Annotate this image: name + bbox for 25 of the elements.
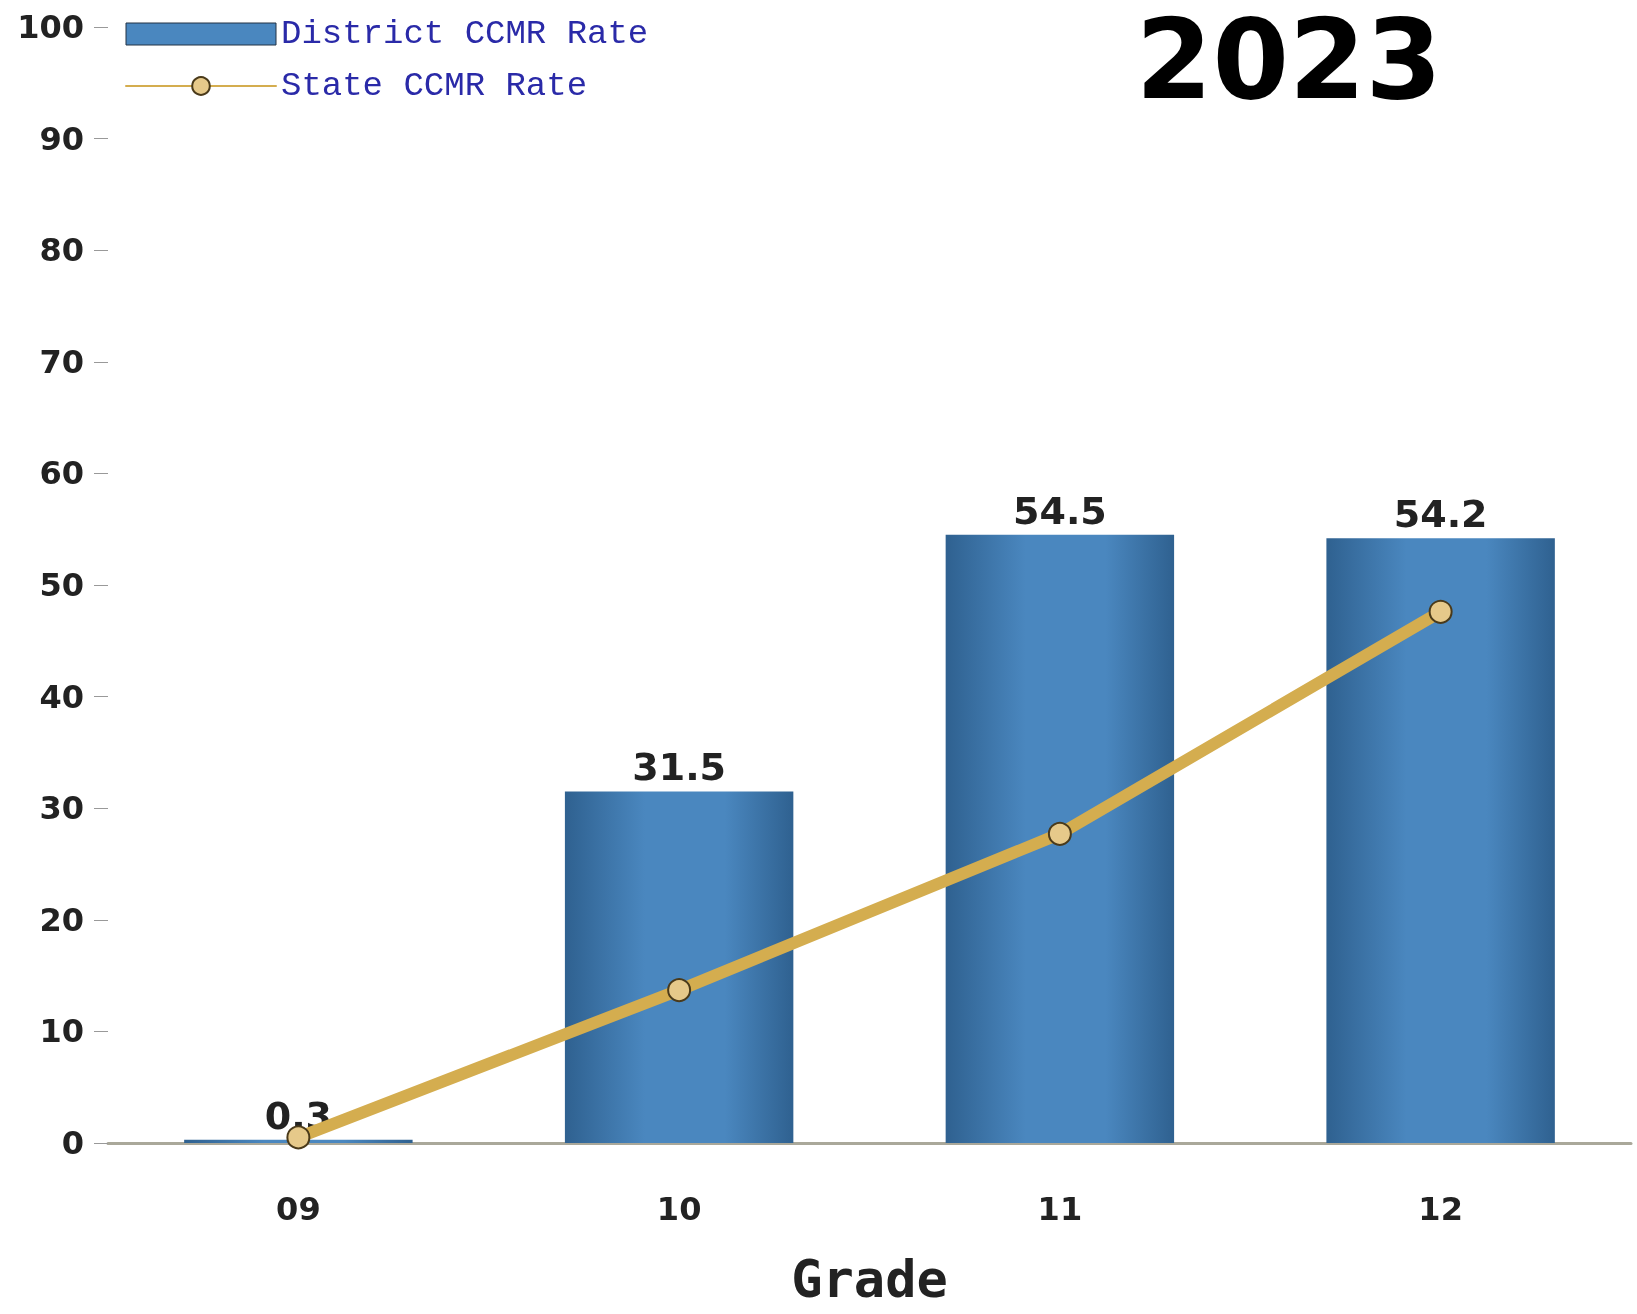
legend-label: District CCMR Rate — [281, 15, 649, 53]
x-tick-label: 09 — [276, 1190, 321, 1228]
data-label: 54.2 — [1393, 492, 1488, 537]
y-tick-label: 10 — [39, 1012, 84, 1051]
x-axis-title: Grade — [791, 1249, 948, 1309]
x-tick-label: 10 — [656, 1190, 702, 1228]
y-tick-label: 100 — [17, 8, 84, 46]
y-tick-label: 90 — [39, 119, 84, 158]
y-tick-label: 60 — [39, 454, 84, 493]
legend-label: State CCMR Rate — [281, 67, 588, 105]
data-label: 54.5 — [1012, 488, 1107, 533]
y-tick-label: 0 — [61, 1124, 84, 1162]
y-tick-label: 40 — [39, 677, 84, 716]
x-tick-label: 12 — [1418, 1190, 1463, 1228]
x-tick-label: 11 — [1037, 1190, 1083, 1228]
y-tick-label: 80 — [39, 231, 84, 270]
y-tick-label: 50 — [39, 566, 84, 604]
chart-title: 2023 — [1135, 0, 1442, 124]
bar — [1326, 538, 1555, 1143]
y-tick-label: 20 — [39, 900, 84, 939]
y-tick-label: 30 — [39, 789, 84, 828]
bar — [564, 791, 794, 1143]
bar — [945, 534, 1175, 1143]
y-tick-label: 70 — [39, 342, 84, 381]
data-label: 31.5 — [632, 745, 727, 790]
